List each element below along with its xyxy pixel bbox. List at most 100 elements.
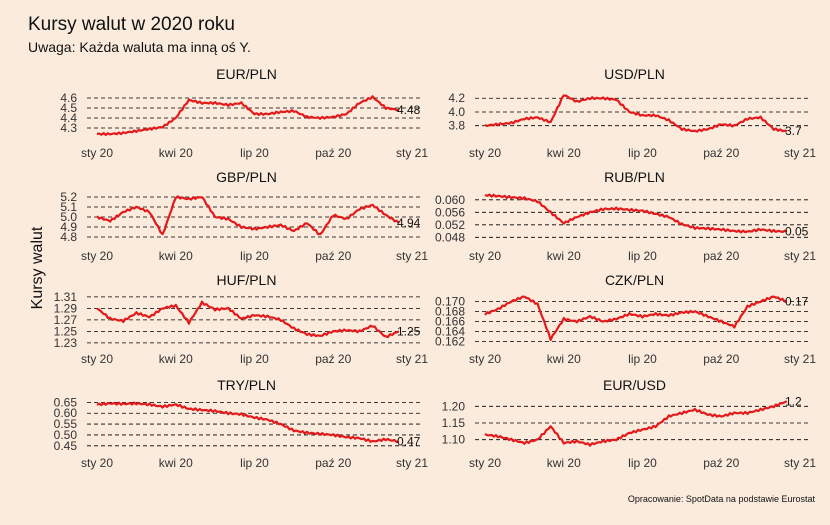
series-line [484,400,788,447]
y-tick-label: 3.8 [448,119,465,133]
x-tick-label: sty 21 [784,249,816,263]
x-tick-label: kwi 20 [547,249,581,263]
x-tick-label: paź 20 [315,352,351,366]
y-tick-label: 1.23 [54,336,78,350]
y-tick-label: 4.4 [60,111,77,125]
panel-usd-pln: USD/PLN 4.24.03.8 sty 20 kwi 20 lip 20 paź 20… [448,66,816,160]
x-tick-label: sty 20 [469,146,501,160]
y-tick-label: 0.166 [435,315,465,329]
y-tick-label: 0.060 [435,193,465,207]
panel-title: USD/PLN [604,66,665,82]
series-line [96,195,400,236]
x-tick-label: paź 20 [703,456,739,470]
x-tick-label: kwi 20 [547,456,581,470]
panel-title: EUR/PLN [216,66,277,82]
y-tick-label: 1.25 [54,324,78,338]
y-tick-label: 1.27 [54,313,78,327]
y-tick-label: 4.3 [60,121,77,135]
y-tick-label: 0.60 [54,406,78,420]
x-tick-label: paź 20 [315,456,351,470]
x-tick-label: lip 20 [240,146,269,160]
last-value-label: 0.47 [397,434,421,448]
y-axis-label: Kursy walut [29,226,46,309]
x-tick-label: paź 20 [703,249,739,263]
panel-title: TRY/PLN [217,377,276,393]
x-tick-label: lip 20 [628,146,657,160]
x-tick-label: sty 21 [396,352,428,366]
x-tick-label: sty 20 [81,352,113,366]
x-tick-label: kwi 20 [159,352,193,366]
y-tick-label: 5.1 [60,200,77,214]
y-tick-label: 0.052 [435,218,465,232]
y-tick-label: 4.9 [60,220,77,234]
x-tick-label: sty 20 [469,352,501,366]
last-value-label: 0.05 [785,225,809,239]
y-tick-label: 4.0 [448,105,465,119]
x-tick-label: lip 20 [240,352,269,366]
x-tick-label: sty 20 [81,456,113,470]
chart-subtitle: Uwaga: Każda waluta ma inną oś Y. [28,39,251,55]
x-tick-label: sty 20 [81,249,113,263]
x-tick-label: sty 20 [469,249,501,263]
panel-title: CZK/PLN [605,272,664,288]
x-tick-label: kwi 20 [159,456,193,470]
y-tick-label: 4.2 [448,91,465,105]
x-tick-label: lip 20 [240,249,269,263]
y-tick-label: 0.45 [54,439,78,453]
series-line [484,193,788,234]
last-value-label: 0.17 [785,295,809,309]
x-tick-label: kwi 20 [547,146,581,160]
x-tick-label: paź 20 [315,146,351,160]
chart-title: Kursy walut w 2020 roku [28,14,235,35]
y-tick-label: 5.0 [60,210,77,224]
y-tick-label: 4.6 [60,91,77,105]
x-tick-label: paź 20 [703,352,739,366]
y-tick-label: 4.5 [60,101,77,115]
y-tick-label: 4.8 [60,230,77,244]
last-value-label: 1.25 [397,324,421,338]
x-tick-label: sty 21 [784,352,816,366]
last-value-label: 1.2 [785,394,802,408]
x-tick-label: sty 20 [469,456,501,470]
x-tick-label: kwi 20 [547,352,581,366]
panel-title: HUF/PLN [217,272,277,288]
x-tick-label: paź 20 [703,146,739,160]
x-tick-label: sty 21 [396,456,428,470]
y-tick-label: 0.170 [435,295,465,309]
y-tick-label: 0.50 [54,428,78,442]
last-value-label: 3.7 [785,124,802,138]
x-tick-label: lip 20 [628,249,657,263]
panel-gbp-pln: GBP/PLN 5.25.15.04.94.8 sty 20 kwi 20 lip 20… [60,169,428,263]
series-line [96,95,400,136]
series-line [484,295,787,341]
x-tick-label: sty 21 [784,146,816,160]
y-tick-label: 0.168 [435,305,465,319]
x-tick-label: lip 20 [240,456,269,470]
y-tick-label: 0.048 [435,230,465,244]
series-line [96,401,400,444]
x-tick-label: sty 21 [396,249,428,263]
y-tick-label: 0.55 [54,417,78,431]
x-tick-label: kwi 20 [159,146,193,160]
y-tick-label: 0.65 [54,395,78,409]
y-tick-label: 0.162 [435,335,465,349]
facet-panels: EUR/PLN 4.64.54.44.3 sty 20 kwi 20 lip 20 paź… [54,66,817,470]
x-tick-label: sty 21 [784,456,816,470]
y-tick-label: 0.164 [435,325,465,339]
y-tick-label: 1.31 [54,290,78,304]
x-tick-label: lip 20 [628,456,657,470]
panel-eur-pln: EUR/PLN 4.64.54.44.3 sty 20 kwi 20 lip 20 paź… [60,66,428,160]
panel-title: GBP/PLN [216,169,277,185]
x-tick-label: kwi 20 [159,249,193,263]
y-tick-label: 1.10 [442,433,466,447]
panel-title: RUB/PLN [604,169,665,185]
y-tick-label: 0.056 [435,205,465,219]
last-value-label: 4.94 [397,216,421,230]
x-tick-label: lip 20 [628,352,657,366]
x-tick-label: paź 20 [315,249,351,263]
series-line [484,94,788,133]
